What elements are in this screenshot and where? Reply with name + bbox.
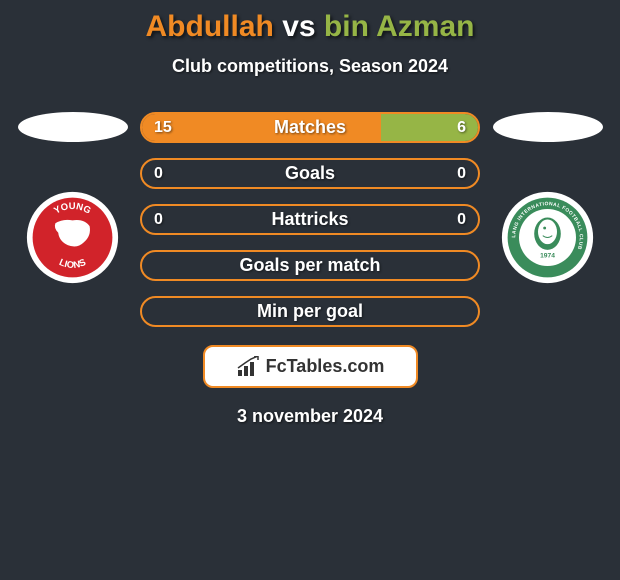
branding-text: FcTables.com bbox=[266, 356, 385, 377]
bar-label: Goals bbox=[285, 163, 335, 184]
bar-label: Goals per match bbox=[239, 255, 380, 276]
right-club-crest: GEYLANG INTERNATIONAL FOOTBALL CLUB 1974 bbox=[500, 190, 595, 285]
stat-bars: 15 6 Matches 0 0 Goals 0 0 Hattricks Goals per ma… bbox=[140, 112, 480, 327]
bar-value-left: 0 bbox=[154, 211, 163, 229]
title-right: bin Azman bbox=[324, 10, 475, 43]
svg-text:1974: 1974 bbox=[540, 252, 555, 259]
fctables-logo-icon bbox=[236, 356, 260, 378]
bar-value-right: 0 bbox=[457, 165, 466, 183]
right-player-avatar bbox=[493, 112, 603, 142]
left-column: YOUNG LIONS bbox=[15, 112, 130, 285]
bar-value-right: 6 bbox=[457, 119, 466, 137]
young-lions-crest-icon: YOUNG LIONS bbox=[25, 190, 120, 285]
bar-value-right: 0 bbox=[457, 211, 466, 229]
bar-label: Hattricks bbox=[271, 209, 348, 230]
title-left: Abdullah bbox=[146, 10, 274, 43]
left-club-crest: YOUNG LIONS bbox=[25, 190, 120, 285]
geylang-crest-icon: GEYLANG INTERNATIONAL FOOTBALL CLUB 1974 bbox=[500, 190, 595, 285]
bar-label: Min per goal bbox=[257, 301, 363, 322]
page-title: Abdullah vs bin Azman bbox=[0, 10, 620, 44]
stat-bar: Min per goal bbox=[140, 296, 480, 327]
stat-bar: 0 0 Goals bbox=[140, 158, 480, 189]
infographic-container: Abdullah vs bin Azman Club competitions,… bbox=[0, 0, 620, 427]
bar-value-left: 15 bbox=[154, 119, 172, 137]
stat-bar: Goals per match bbox=[140, 250, 480, 281]
subtitle: Club competitions, Season 2024 bbox=[0, 56, 620, 77]
left-player-avatar bbox=[18, 112, 128, 142]
branding-badge: FcTables.com bbox=[203, 345, 418, 388]
title-vs: vs bbox=[282, 10, 315, 43]
date-text: 3 november 2024 bbox=[0, 406, 620, 427]
bar-value-left: 0 bbox=[154, 165, 163, 183]
stat-bar: 0 0 Hattricks bbox=[140, 204, 480, 235]
right-column: GEYLANG INTERNATIONAL FOOTBALL CLUB 1974 bbox=[490, 112, 605, 285]
bar-label: Matches bbox=[274, 117, 346, 138]
main-row: YOUNG LIONS 15 6 Matches 0 0 Goals 0 0 Hattricks… bbox=[0, 112, 620, 327]
stat-bar: 15 6 Matches bbox=[140, 112, 480, 143]
